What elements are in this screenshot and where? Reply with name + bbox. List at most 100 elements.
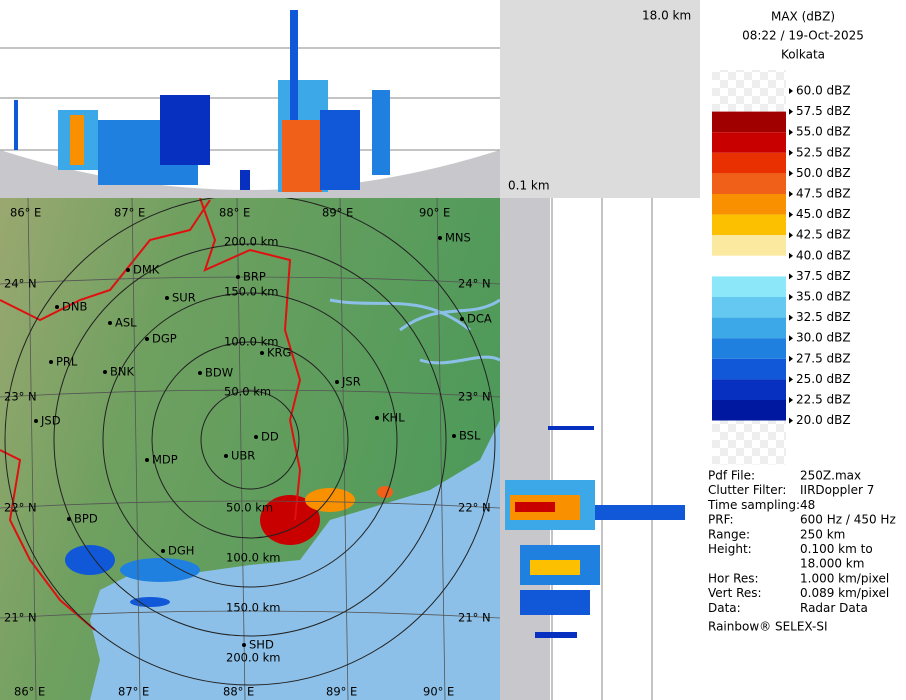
range-label: 100.0 km <box>226 551 280 565</box>
legend-swatch <box>712 400 786 421</box>
right-panel-floor <box>500 198 550 700</box>
station-dot <box>236 275 240 279</box>
legend-label: 42.5 dBZ <box>796 228 851 242</box>
station-label: SUR <box>172 291 196 305</box>
station-label: DGP <box>152 332 177 346</box>
station-dot <box>49 360 53 364</box>
station-label: KHL <box>382 411 405 425</box>
legend-swatch <box>712 255 786 277</box>
legend-swatch <box>712 173 786 194</box>
longitude-label: 89° E <box>322 206 353 220</box>
bottom-height-label: 0.1 km <box>508 179 550 193</box>
station-label: BDW <box>205 366 233 380</box>
longitude-label: 88° E <box>219 206 250 220</box>
station-dot <box>126 268 130 272</box>
station-dot <box>103 370 107 374</box>
legend-swatch <box>712 338 786 359</box>
right-echoes <box>505 426 685 638</box>
parallel <box>0 610 500 619</box>
range-label: 50.0 km <box>224 385 271 399</box>
legend-marker <box>789 108 793 115</box>
range-ring <box>53 243 447 637</box>
legend-label: 50.0 dBZ <box>796 166 851 180</box>
station-label: BNK <box>110 365 134 379</box>
station-label: UBR <box>231 449 255 463</box>
station-dot <box>260 351 264 355</box>
legend-swatch <box>712 379 786 400</box>
info-value: 1.000 km/pixel <box>800 571 889 585</box>
footer: Rainbow® SELEX-SI <box>708 620 828 634</box>
legend-marker <box>789 191 793 197</box>
info-label: Data: <box>708 601 741 615</box>
parallel <box>0 276 500 285</box>
range-label: 200.0 km <box>224 235 278 249</box>
longitude-label: 86° E <box>14 685 45 699</box>
info-value: 18.000 km <box>800 557 864 571</box>
legend-label: 47.5 dBZ <box>796 187 851 201</box>
station-label: DD <box>261 430 279 444</box>
info-value: Radar Data <box>800 601 868 615</box>
legend-label: 25.0 dBZ <box>796 372 851 386</box>
info-label: Clutter Filter: <box>708 483 786 497</box>
info-value: 600 Hz / 450 Hz <box>800 513 896 527</box>
station-dot <box>108 321 112 325</box>
parallel <box>0 500 500 509</box>
station-dot <box>67 517 71 521</box>
height-lines-right <box>551 198 653 700</box>
station-dot <box>438 236 442 240</box>
latitude-label: 24° N <box>4 277 37 291</box>
station-label: KRG <box>267 346 291 360</box>
legend-label: 40.0 dBZ <box>796 248 851 262</box>
longitude-label: 90° E <box>419 206 450 220</box>
legend-label: 55.0 dBZ <box>796 125 851 139</box>
latitude-label: 21° N <box>458 611 491 625</box>
station-dot <box>55 305 59 309</box>
station-label: DCA <box>467 312 492 326</box>
station-label: JSR <box>341 375 361 389</box>
range-label: 50.0 km <box>226 501 273 515</box>
station-dot <box>165 296 169 300</box>
legend-label: 37.5 dBZ <box>796 269 851 283</box>
station-dot <box>254 435 258 439</box>
info-label: Vert Res: <box>708 586 762 600</box>
rivers <box>329 298 500 365</box>
station-label: DNB <box>62 300 87 314</box>
info-label: PRF: <box>708 513 734 527</box>
longitude-label: 88° E <box>223 685 254 699</box>
info-label: Hor Res: <box>708 571 759 585</box>
meridian <box>236 198 246 700</box>
legend-swatch <box>712 276 786 297</box>
parallel <box>0 389 500 398</box>
info-label: Height: <box>708 542 752 556</box>
range-ring <box>200 390 300 490</box>
station-label: PRL <box>56 355 78 369</box>
legend-marker <box>789 232 793 239</box>
range-label: 150.0 km <box>224 285 278 299</box>
range-ring <box>102 292 398 588</box>
legend-label: 27.5 dBZ <box>796 351 851 365</box>
station-label: JSD <box>40 414 61 428</box>
legend-swatch <box>712 214 786 236</box>
info-value: IIRDoppler 7 <box>800 483 874 497</box>
station-dot <box>460 317 464 321</box>
station-label: MNS <box>445 231 471 245</box>
header-product: MAX (dBZ) <box>771 10 835 24</box>
range-ring <box>4 198 496 686</box>
legend-marker <box>789 149 793 156</box>
station-label: BSL <box>459 429 481 443</box>
info-label: Range: <box>708 527 750 541</box>
legend-marker <box>789 252 793 259</box>
legend-swatch <box>712 317 786 339</box>
range-label: 200.0 km <box>226 651 280 665</box>
legend-swatch <box>712 297 786 318</box>
longitude-label: 89° E <box>326 685 357 699</box>
legend-label: 20.0 dBZ <box>796 413 851 427</box>
station-dot <box>34 419 38 423</box>
longitude-label: 90° E <box>423 685 454 699</box>
top-height-label: 18.0 km <box>642 9 691 23</box>
station-dot <box>145 337 149 341</box>
legend-marker <box>789 376 793 383</box>
info-value: 250 km <box>800 527 845 541</box>
legend-label: 22.5 dBZ <box>796 393 851 407</box>
latitude-label: 23° N <box>4 390 37 404</box>
